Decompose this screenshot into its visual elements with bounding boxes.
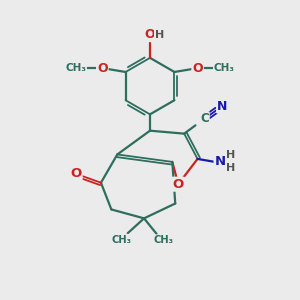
- Text: N: N: [217, 100, 227, 112]
- Text: H: H: [226, 164, 235, 173]
- Text: O: O: [70, 167, 82, 180]
- Text: CH₃: CH₃: [65, 63, 86, 73]
- Text: O: O: [172, 178, 184, 191]
- Text: H: H: [155, 30, 164, 40]
- Text: CH₃: CH₃: [214, 63, 235, 73]
- Text: O: O: [145, 28, 155, 41]
- Text: O: O: [192, 61, 203, 75]
- Text: CH₃: CH₃: [153, 236, 173, 245]
- Text: O: O: [97, 61, 108, 75]
- Text: C: C: [200, 112, 209, 125]
- Text: H: H: [226, 150, 235, 160]
- Text: N: N: [214, 155, 226, 168]
- Text: CH₃: CH₃: [111, 235, 131, 245]
